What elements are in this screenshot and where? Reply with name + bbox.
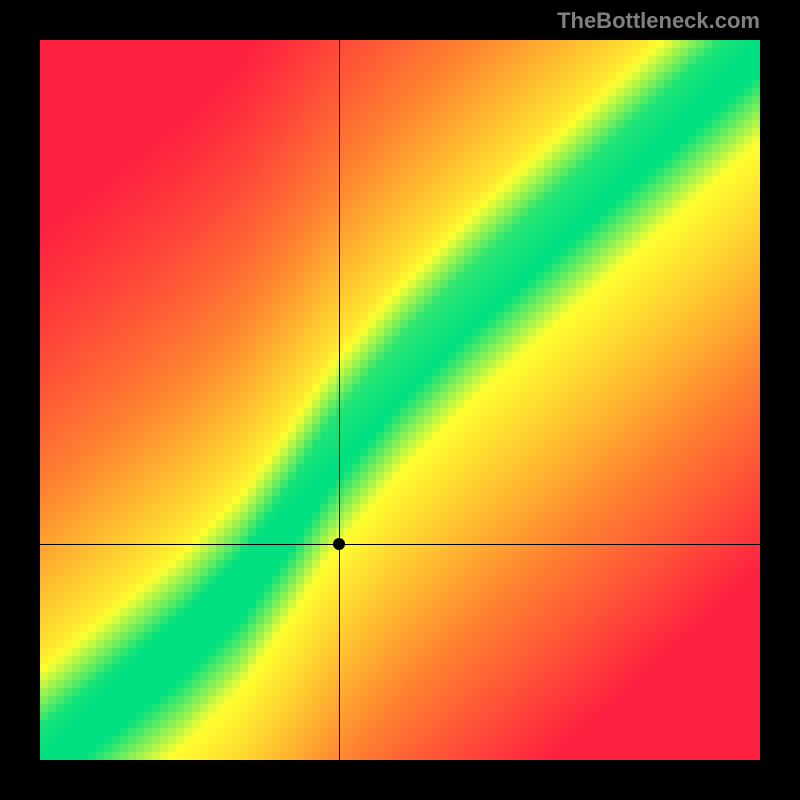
bottleneck-heatmap — [40, 40, 760, 760]
selection-marker — [333, 538, 345, 550]
crosshair-horizontal — [40, 544, 760, 545]
crosshair-vertical — [339, 40, 340, 760]
heatmap-canvas — [40, 40, 760, 760]
watermark-text: TheBottleneck.com — [557, 8, 760, 34]
